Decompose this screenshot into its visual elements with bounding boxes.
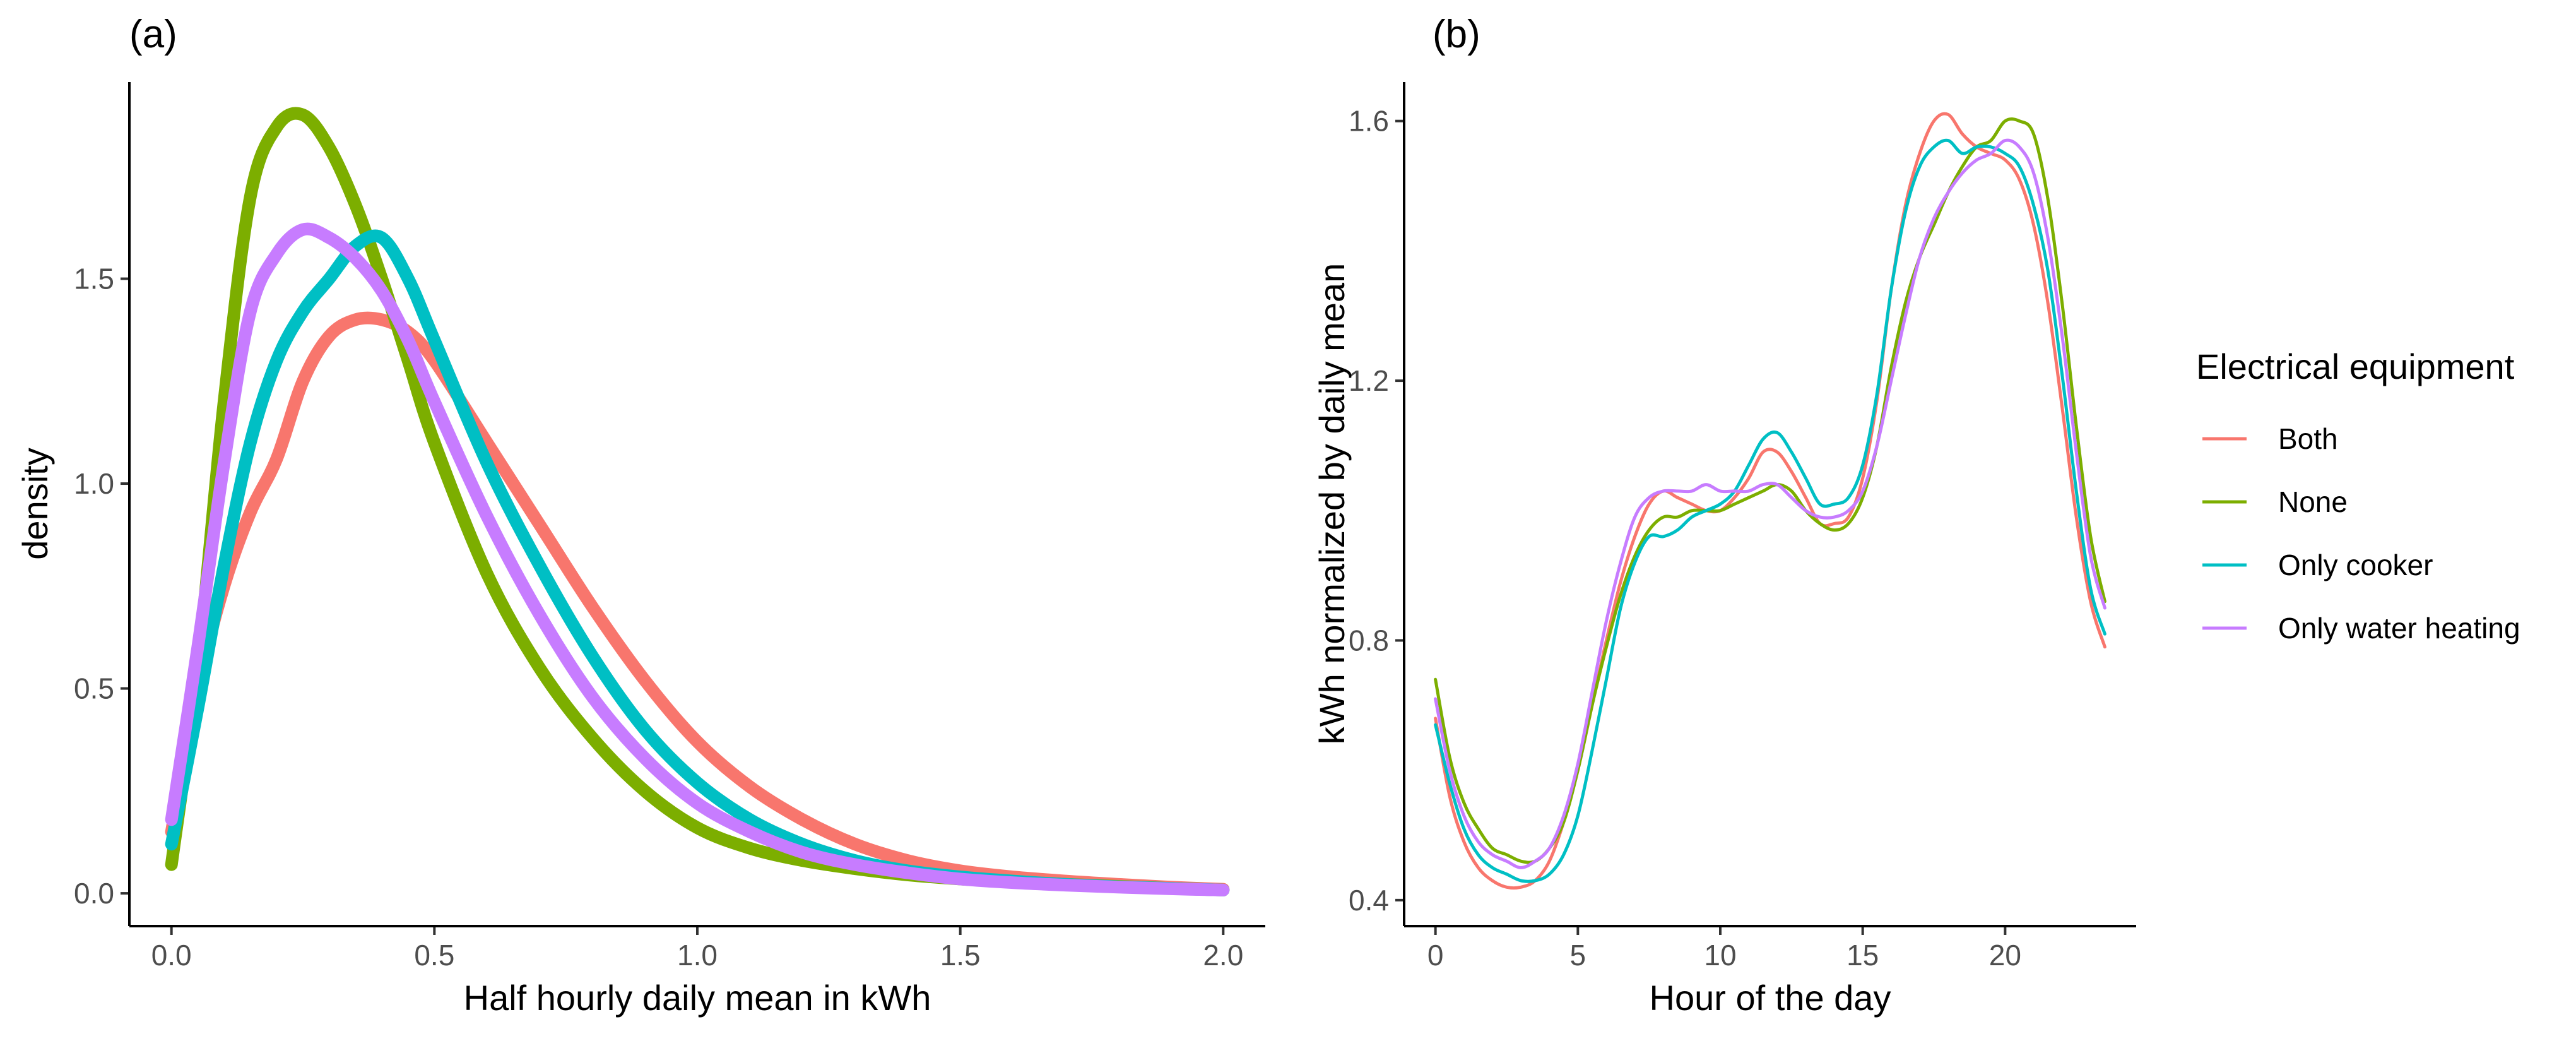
- panel-b-y-axis-title: kWh normalized by daily mean: [1312, 263, 1352, 745]
- panel-b-y-tick-label: 1.6: [1349, 105, 1389, 138]
- legend-items: Both None Only cooker Only water heating: [2202, 422, 2520, 645]
- panel-a-x-tick-label: 0.5: [414, 939, 454, 972]
- panel-a-y-tick-label: 0.0: [74, 877, 114, 910]
- panel-b-series-only-cooker: [1434, 138, 2106, 883]
- panel-a-y-tick-label: 0.5: [74, 672, 114, 705]
- panel-b-plot-area: 0 5 10 15 20 0.4 0.8 1.2 1.6: [1349, 105, 2106, 972]
- panel-a-x-tick-label: 1.5: [940, 939, 981, 972]
- panel-b-hourly-chart: (b) 0 5 10 15 20 0.4 0.8 1.2 1.6 Hour of the day…: [1312, 13, 2136, 1018]
- panel-b-x-axis-title: Hour of the day: [1650, 978, 1891, 1018]
- panel-a-series-none: [165, 107, 1230, 896]
- panel-b-x-tick-label: 0: [1427, 939, 1444, 972]
- panel-a-x-tick-label: 2.0: [1203, 939, 1243, 972]
- panel-b-label: (b): [1433, 13, 1480, 56]
- panel-b-series-only-water-heating: [1434, 138, 2106, 869]
- panel-b-y-tick-label: 0.4: [1349, 884, 1389, 917]
- panel-b-x-tick-label: 10: [1704, 939, 1736, 972]
- panel-a-density-chart: (a) 0.0 0.5 1.0 1.5 2.0 0.0 0.5 1.0 1.5 Half hou…: [15, 13, 1265, 1018]
- panel-a-y-tick-label: 1.0: [74, 467, 114, 500]
- legend-label-both: Both: [2278, 422, 2338, 455]
- panel-a-label: (a): [129, 13, 177, 56]
- panel-b-x-tick-label: 5: [1570, 939, 1586, 972]
- panel-a-y-axis-title: density: [15, 448, 55, 559]
- panel-b-series-both: [1434, 112, 2106, 890]
- legend-label-only-cooker: Only cooker: [2278, 549, 2433, 581]
- legend-title: Electrical equipment: [2196, 347, 2515, 386]
- legend-label-none: None: [2278, 485, 2348, 518]
- panel-a-x-tick-label: 1.0: [677, 939, 718, 972]
- panel-b-x-tick-label: 20: [1989, 939, 2021, 972]
- panel-b-y-tick-label: 1.2: [1349, 364, 1389, 397]
- panel-b-series-none: [1434, 117, 2106, 864]
- panel-b-x-tick-label: 15: [1846, 939, 1879, 972]
- panel-a-y-tick-label: 1.5: [74, 263, 114, 295]
- legend-label-only-water-heating: Only water heating: [2278, 612, 2520, 645]
- panel-a-x-axis-title: Half hourly daily mean in kWh: [464, 978, 931, 1018]
- panel-a-series-only-water-heating: [165, 222, 1230, 896]
- panel-a-plot-area: 0.0 0.5 1.0 1.5 2.0 0.0 0.5 1.0 1.5: [74, 107, 1243, 972]
- legend: Electrical equipment Both None Only cooker…: [2196, 347, 2520, 645]
- panel-a-x-tick-label: 0.0: [151, 939, 192, 972]
- panel-b-y-tick-label: 0.8: [1349, 624, 1389, 657]
